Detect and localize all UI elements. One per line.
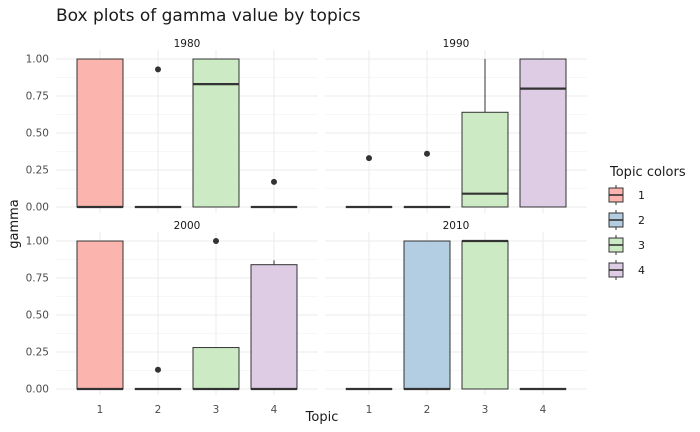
box-topic-4	[250, 260, 298, 391]
y-tick-label: 0.25	[26, 165, 49, 177]
facet-panel: 2000 0.00 0.25 0.50 0.75 1.00 1 2 3 4	[26, 220, 318, 416]
box-topic-3	[192, 58, 240, 208]
box-topic-1	[76, 58, 124, 209]
legend: Topic colors 1 2 3 4	[608, 165, 686, 280]
y-tick-label: 0.50	[26, 128, 49, 140]
box-topic-2	[134, 66, 182, 209]
outlier-point	[366, 155, 372, 162]
y-tick-label: 1.00	[26, 54, 49, 66]
box-topic-3	[461, 239, 509, 390]
y-tick-label: 0.25	[26, 347, 49, 359]
outlier-point	[155, 366, 161, 373]
box-topic-2	[403, 150, 451, 209]
y-tick-label: 0.75	[26, 273, 49, 285]
box-body	[250, 264, 298, 390]
facet-strip-label: 2010	[443, 220, 470, 232]
facet-strip-label: 2000	[174, 220, 201, 232]
legend-item: 2	[608, 210, 645, 230]
box-topic-4	[519, 58, 567, 208]
box-body	[76, 58, 124, 208]
box-topic-2	[134, 366, 182, 391]
y-tick-label: 0.00	[26, 202, 49, 214]
facet-strip-label: 1990	[443, 38, 470, 50]
outlier-point	[271, 178, 277, 185]
outlier-point	[155, 66, 161, 73]
legend-item: 1	[608, 185, 645, 205]
chart-title: Box plots of gamma value by topics	[56, 6, 361, 26]
x-tick-label: 2	[424, 404, 431, 416]
box-body	[192, 58, 240, 208]
box-body	[519, 58, 567, 208]
legend-label: 1	[638, 189, 645, 202]
y-tick-label: 0.50	[26, 310, 49, 322]
facet-panels: 1980 0.00 0.25 0.50 0.75 1.00 1990 2000 0.00 0.25…	[26, 38, 587, 416]
box-topic-4	[250, 178, 298, 209]
box-topic-1	[76, 240, 124, 391]
x-tick-label: 1	[366, 404, 373, 416]
facet-strip-label: 1980	[174, 38, 201, 50]
legend-item: 4	[608, 260, 645, 280]
box-body	[192, 347, 240, 390]
legend-item: 3	[608, 235, 645, 255]
box-topic-2	[403, 240, 451, 391]
facet-panel: 2010 1 2 3 4	[325, 220, 587, 416]
y-tick-label: 0.00	[26, 384, 49, 396]
box-body	[403, 240, 451, 390]
legend-label: 4	[638, 264, 645, 277]
y-tick-label: 0.75	[26, 91, 49, 103]
x-tick-label: 4	[271, 404, 278, 416]
x-tick-label: 1	[97, 404, 104, 416]
box-body	[461, 111, 509, 208]
y-tick-label: 1.00	[26, 236, 49, 248]
legend-items: 1 2 3 4	[608, 185, 645, 280]
x-tick-label: 3	[482, 404, 489, 416]
facet-panel: 1980 0.00 0.25 0.50 0.75 1.00	[26, 38, 318, 214]
box-body	[461, 240, 509, 390]
x-tick-label: 2	[155, 404, 162, 416]
box-topic-3	[192, 238, 240, 391]
box-topic-1	[345, 155, 393, 209]
legend-label: 2	[638, 214, 645, 227]
legend-title: Topic colors	[609, 165, 686, 180]
x-tick-label: 4	[540, 404, 547, 416]
x-tick-label: 3	[213, 404, 220, 416]
box-topic-3	[461, 59, 509, 208]
outlier-point	[213, 238, 219, 244]
facet-panel: 1990	[325, 38, 587, 213]
box-body	[76, 240, 124, 390]
x-axis-label: Topic	[305, 410, 339, 425]
outlier-point	[424, 150, 430, 157]
legend-label: 3	[638, 239, 645, 252]
y-axis-label: gamma	[7, 199, 22, 249]
